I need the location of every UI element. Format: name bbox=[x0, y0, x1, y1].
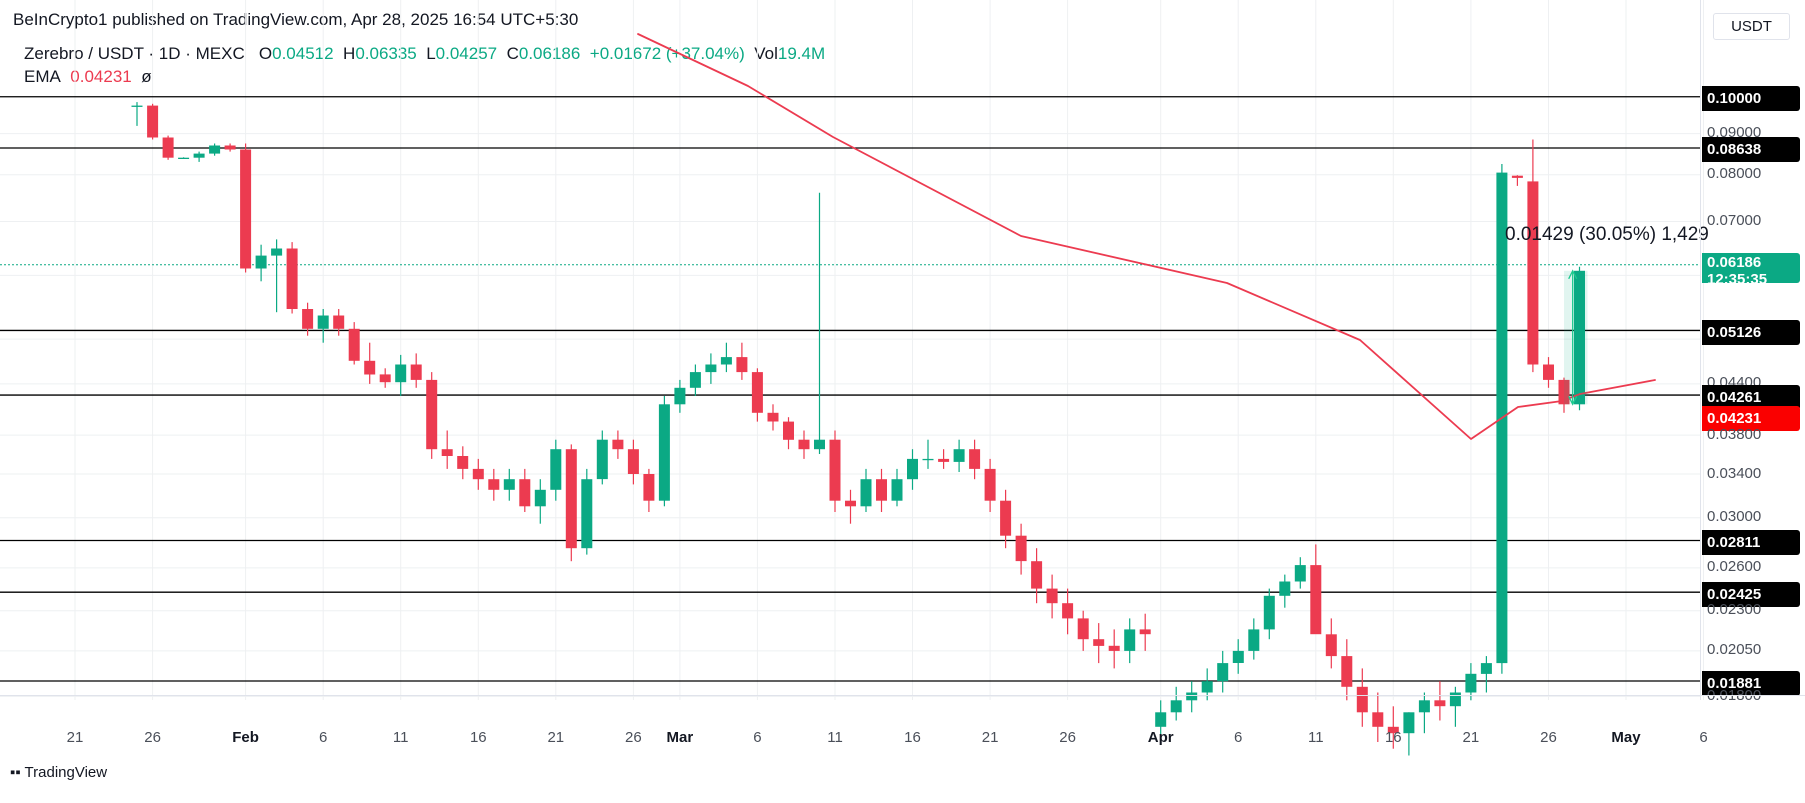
svg-text:0.01429 (30.05%) 1,429: 0.01429 (30.05%) 1,429 bbox=[1505, 224, 1709, 245]
